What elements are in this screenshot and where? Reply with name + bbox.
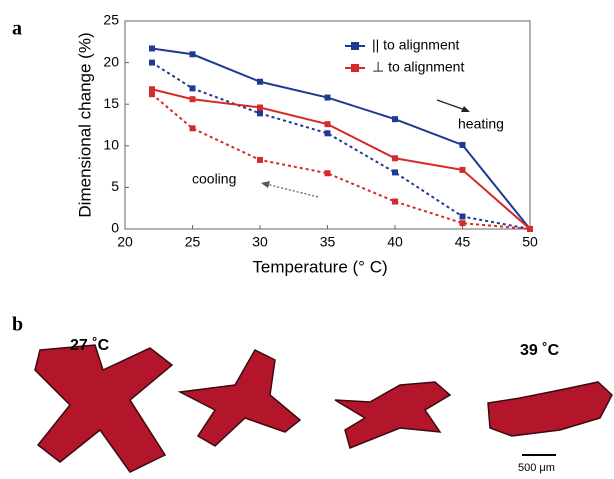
data-point	[190, 51, 196, 57]
annotation: heating	[458, 116, 504, 132]
scale-bar-label: 500 μm	[518, 462, 555, 474]
page: a b Temperature (° C) Dimensional change…	[0, 0, 614, 479]
data-point	[257, 105, 263, 111]
photo-label: 39 ˚C	[520, 342, 560, 359]
x-tick-label: 45	[455, 234, 471, 250]
data-point	[190, 96, 196, 102]
data-point	[257, 110, 263, 116]
chart: Temperature (° C) Dimensional change (%)…	[75, 12, 538, 277]
y-tick-label: 15	[103, 95, 119, 111]
data-point	[149, 91, 155, 97]
x-tick-label: 50	[522, 234, 538, 250]
photo-label: 27 ˚C	[70, 337, 110, 354]
x-tick-label: 35	[320, 234, 336, 250]
data-point	[257, 79, 263, 85]
series-line	[152, 94, 530, 229]
y-axis-label: Dimensional change (%)	[75, 32, 94, 217]
sample-photo	[335, 382, 450, 448]
y-tick-label: 25	[103, 12, 119, 28]
legend-marker	[351, 64, 359, 72]
sample-photo	[488, 382, 612, 436]
data-point	[392, 155, 398, 161]
arrowhead	[261, 181, 270, 188]
panel-label: a	[12, 18, 22, 40]
data-point	[325, 130, 331, 136]
data-point	[190, 85, 196, 91]
data-point	[190, 125, 196, 131]
legend-marker	[351, 42, 359, 50]
data-point	[325, 121, 331, 127]
legend-label: || to alignment	[372, 37, 460, 53]
arrow	[266, 184, 318, 197]
data-point	[392, 169, 398, 175]
data-point	[460, 214, 466, 220]
data-point	[527, 226, 533, 232]
y-tick-label: 0	[111, 220, 119, 236]
y-tick-label: 10	[103, 137, 119, 153]
x-tick-label: 20	[117, 234, 133, 250]
panel-label: b	[12, 314, 23, 336]
x-axis-label: Temperature (° C)	[252, 257, 387, 276]
data-point	[460, 142, 466, 148]
data-point	[149, 60, 155, 66]
sample-photo	[180, 350, 300, 446]
data-point	[325, 95, 331, 101]
data-point	[460, 167, 466, 173]
photo-row: 27 ˚C 39 ˚C 500 μm	[35, 337, 612, 474]
data-point	[460, 220, 466, 226]
x-tick-label: 25	[185, 234, 201, 250]
x-tick-label: 30	[252, 234, 268, 250]
data-point	[392, 199, 398, 205]
data-point	[149, 45, 155, 51]
y-tick-label: 5	[111, 178, 119, 194]
data-point	[392, 116, 398, 122]
series-line	[152, 48, 530, 229]
y-tick-label: 20	[103, 53, 119, 69]
legend-label: ⊥ to alignment	[372, 59, 464, 75]
data-point	[257, 157, 263, 163]
x-tick-label: 40	[387, 234, 403, 250]
series-line	[152, 63, 530, 229]
figure: a b Temperature (° C) Dimensional change…	[0, 0, 614, 479]
sample-photo	[35, 345, 172, 472]
annotation: cooling	[192, 171, 236, 187]
data-point	[325, 170, 331, 176]
